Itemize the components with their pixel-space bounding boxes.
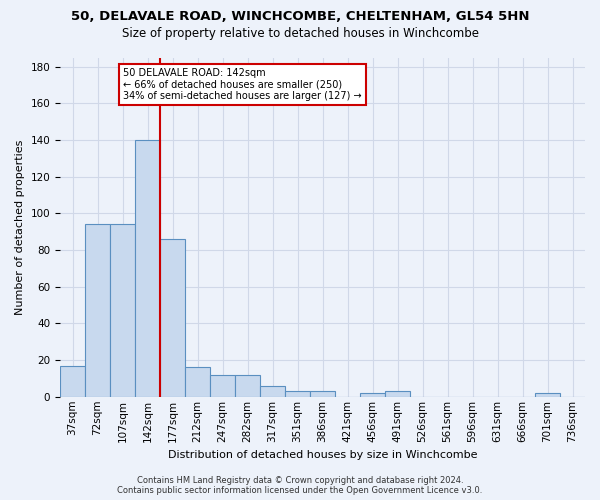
Y-axis label: Number of detached properties: Number of detached properties xyxy=(15,140,25,315)
Bar xyxy=(160,239,185,397)
Bar xyxy=(285,392,310,397)
Bar xyxy=(60,366,85,397)
Text: 50, DELAVALE ROAD, WINCHCOMBE, CHELTENHAM, GL54 5HN: 50, DELAVALE ROAD, WINCHCOMBE, CHELTENHA… xyxy=(71,10,529,23)
Bar xyxy=(310,392,335,397)
Bar xyxy=(535,393,560,397)
Bar xyxy=(235,375,260,397)
Text: Contains HM Land Registry data © Crown copyright and database right 2024.
Contai: Contains HM Land Registry data © Crown c… xyxy=(118,476,482,495)
Bar xyxy=(210,375,235,397)
Bar xyxy=(360,393,385,397)
Bar xyxy=(85,224,110,397)
Text: 50 DELAVALE ROAD: 142sqm
← 66% of detached houses are smaller (250)
34% of semi-: 50 DELAVALE ROAD: 142sqm ← 66% of detach… xyxy=(123,68,362,101)
Bar xyxy=(110,224,135,397)
X-axis label: Distribution of detached houses by size in Winchcombe: Distribution of detached houses by size … xyxy=(168,450,477,460)
Bar xyxy=(260,386,285,397)
Bar xyxy=(185,368,210,397)
Bar xyxy=(135,140,160,397)
Bar xyxy=(385,392,410,397)
Text: Size of property relative to detached houses in Winchcombe: Size of property relative to detached ho… xyxy=(121,28,479,40)
